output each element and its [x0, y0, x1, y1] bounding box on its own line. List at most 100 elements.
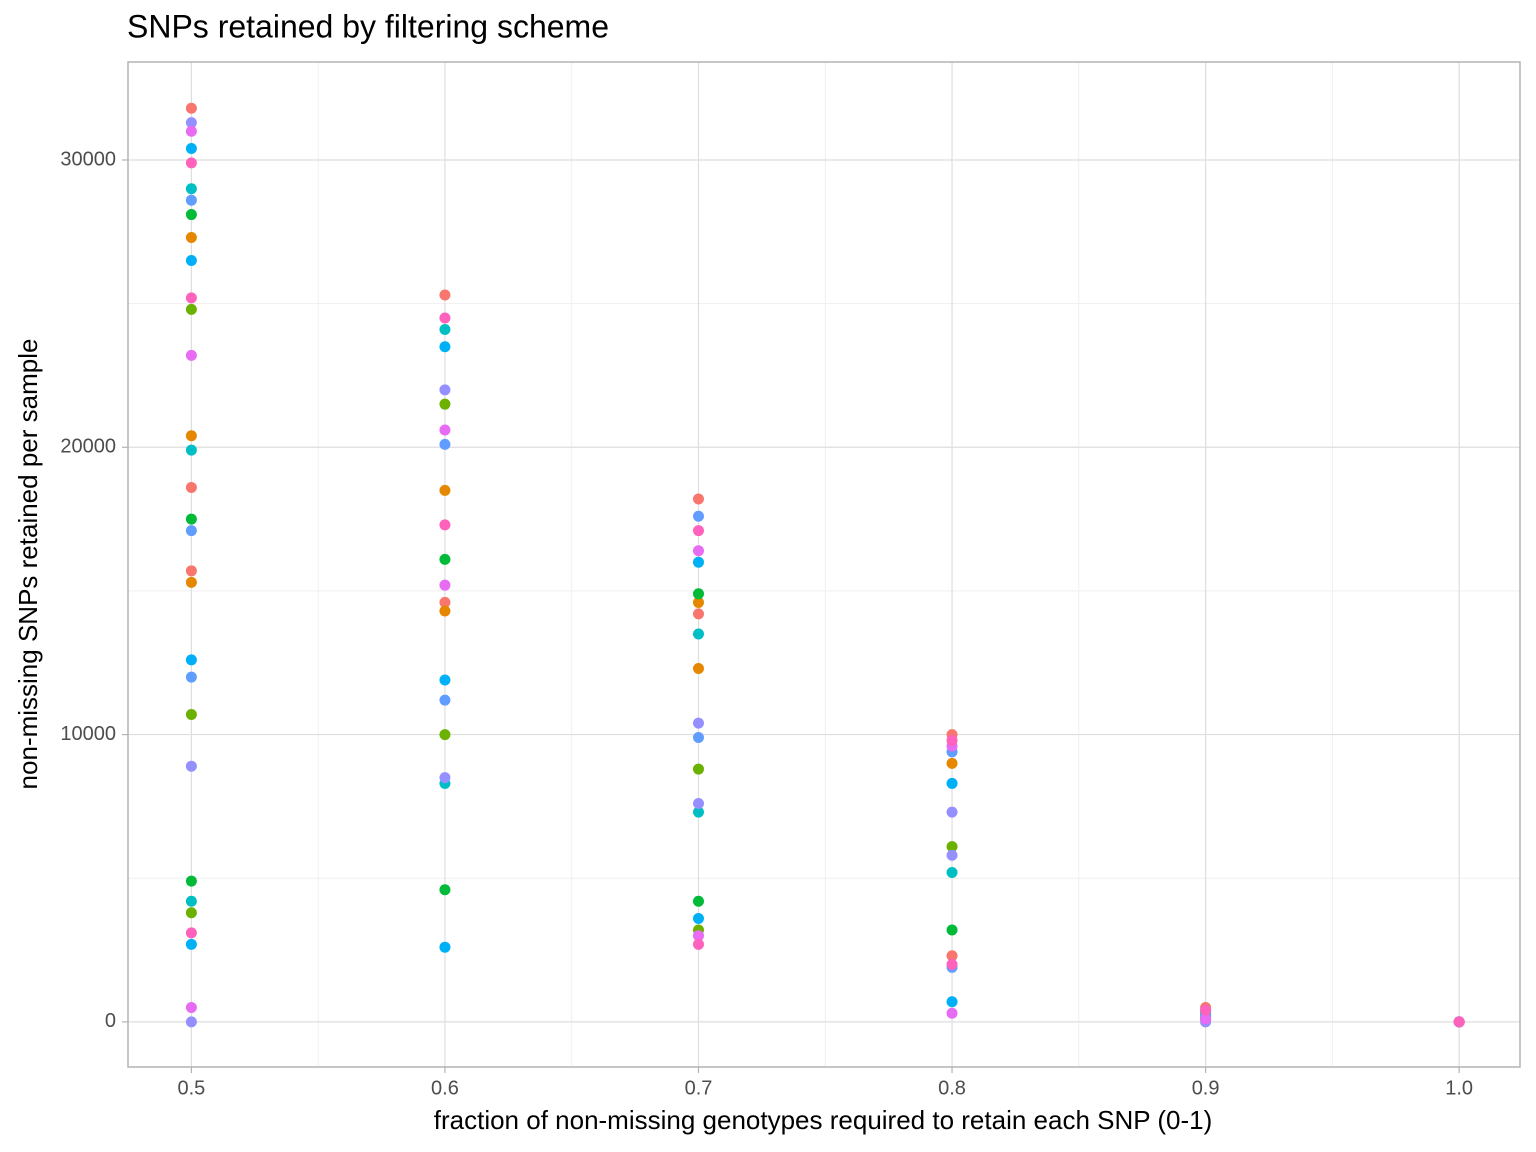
- point: [692, 608, 704, 620]
- point: [692, 510, 704, 522]
- point: [185, 303, 197, 315]
- y-tick-label: 20000: [60, 436, 116, 458]
- point: [439, 323, 451, 335]
- point: [439, 694, 451, 706]
- point: [692, 798, 704, 810]
- point: [185, 183, 197, 195]
- point: [185, 875, 197, 887]
- point: [1453, 1016, 1465, 1028]
- point: [946, 841, 958, 853]
- x-tick-label: 0.7: [685, 1077, 713, 1099]
- point: [185, 125, 197, 137]
- point: [185, 513, 197, 525]
- point: [692, 930, 704, 942]
- point: [946, 757, 958, 769]
- point: [439, 596, 451, 608]
- point: [185, 565, 197, 577]
- point: [185, 1002, 197, 1014]
- point: [946, 777, 958, 789]
- point: [185, 525, 197, 537]
- point: [185, 232, 197, 244]
- x-tick-label: 0.5: [177, 1077, 205, 1099]
- x-tick-label: 0.9: [1192, 1077, 1220, 1099]
- point: [185, 654, 197, 666]
- point: [185, 482, 197, 494]
- point: [946, 924, 958, 936]
- point: [439, 484, 451, 496]
- point: [439, 674, 451, 686]
- point: [692, 806, 704, 818]
- y-axis-title: non-missing SNPs retained per sample: [13, 339, 43, 790]
- point: [439, 579, 451, 591]
- point: [692, 525, 704, 537]
- point: [185, 349, 197, 361]
- point: [185, 444, 197, 456]
- point: [185, 760, 197, 772]
- x-tick-label: 0.6: [431, 1077, 459, 1099]
- point: [439, 312, 451, 324]
- point: [692, 588, 704, 600]
- y-tick-label: 30000: [60, 148, 116, 170]
- point: [185, 255, 197, 267]
- point: [439, 438, 451, 450]
- point: [439, 772, 451, 784]
- point: [185, 430, 197, 442]
- point: [946, 866, 958, 878]
- point: [185, 1016, 197, 1028]
- point: [439, 941, 451, 953]
- point: [692, 717, 704, 729]
- point: [185, 209, 197, 221]
- point: [185, 927, 197, 939]
- point: [185, 142, 197, 154]
- point: [692, 545, 704, 557]
- point: [946, 996, 958, 1008]
- point: [692, 493, 704, 505]
- point: [946, 1007, 958, 1019]
- point: [946, 806, 958, 818]
- point: [185, 194, 197, 206]
- y-tick-label: 0: [105, 1010, 116, 1032]
- point: [692, 763, 704, 775]
- point: [439, 384, 451, 396]
- x-tick-label: 1.0: [1445, 1077, 1473, 1099]
- y-tick-label: 10000: [60, 723, 116, 745]
- x-tick-label: 0.8: [938, 1077, 966, 1099]
- point: [692, 628, 704, 640]
- point: [439, 424, 451, 436]
- point: [185, 671, 197, 683]
- point: [185, 292, 197, 304]
- point: [439, 519, 451, 531]
- point: [692, 556, 704, 568]
- point: [946, 849, 958, 861]
- point: [439, 341, 451, 353]
- point: [185, 157, 197, 169]
- point: [185, 708, 197, 720]
- point: [692, 663, 704, 675]
- point: [185, 117, 197, 129]
- point: [946, 734, 958, 746]
- point: [439, 289, 451, 301]
- point: [692, 912, 704, 924]
- chart-title: SNPs retained by filtering scheme: [127, 8, 609, 44]
- point: [439, 884, 451, 896]
- point: [185, 907, 197, 919]
- point: [946, 950, 958, 962]
- point: [185, 576, 197, 588]
- x-axis-title: fraction of non-missing genotypes requir…: [434, 1105, 1213, 1135]
- point: [692, 596, 704, 608]
- point: [439, 553, 451, 565]
- point: [692, 938, 704, 950]
- point: [692, 731, 704, 743]
- point: [692, 895, 704, 907]
- point: [1200, 1004, 1212, 1016]
- point: [185, 938, 197, 950]
- point: [439, 398, 451, 410]
- panel-border: [127, 61, 1521, 1068]
- point: [1200, 1013, 1212, 1025]
- point: [439, 729, 451, 741]
- point: [185, 895, 197, 907]
- point: [439, 605, 451, 617]
- point: [185, 102, 197, 114]
